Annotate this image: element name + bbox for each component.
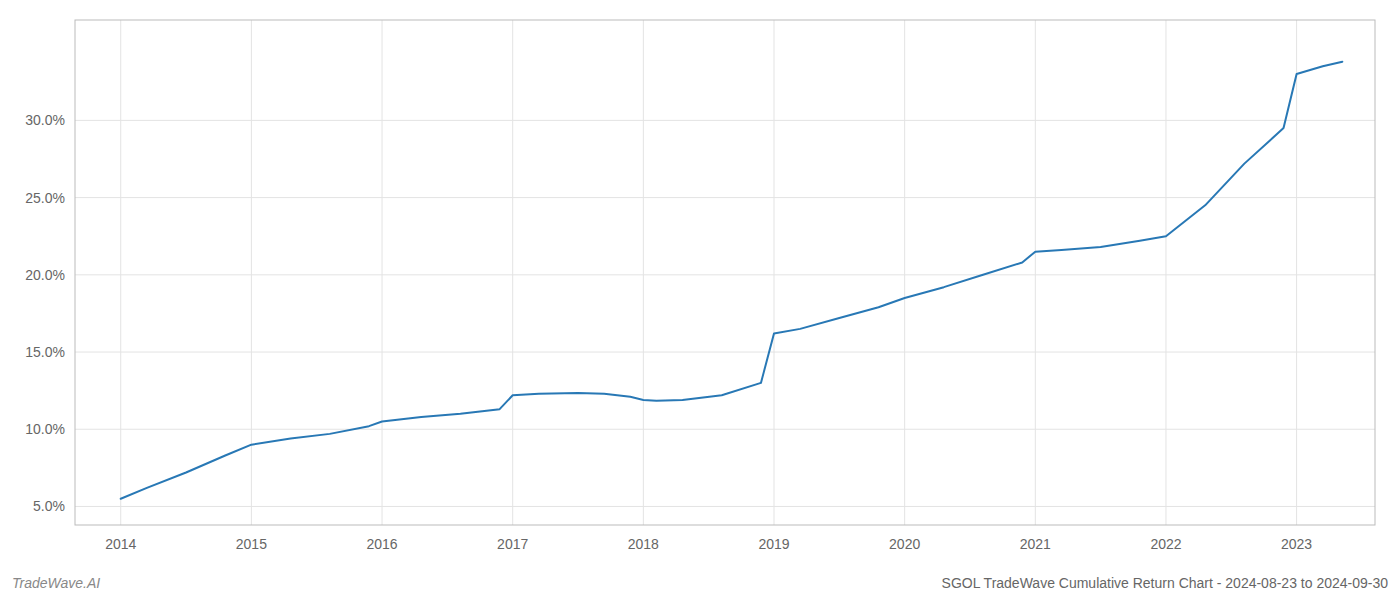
y-grid-line <box>75 274 1375 275</box>
x-grid-line <box>251 20 252 525</box>
y-tick-label: 25.0% <box>25 190 65 206</box>
x-grid-line <box>120 20 121 525</box>
x-grid-line <box>1035 20 1036 525</box>
y-grid-line <box>75 120 1375 121</box>
x-tick-label: 2023 <box>1281 536 1312 552</box>
x-tick-label: 2015 <box>236 536 267 552</box>
x-tick-label: 2017 <box>497 536 528 552</box>
x-tick-label: 2018 <box>628 536 659 552</box>
y-grid-line <box>75 506 1375 507</box>
line <box>121 62 1343 499</box>
y-tick-label: 10.0% <box>25 421 65 437</box>
data <box>121 62 1343 499</box>
y-tick-label: 15.0% <box>25 344 65 360</box>
x-grid-line <box>904 20 905 525</box>
y-tick-label: 30.0% <box>25 112 65 128</box>
grid <box>75 20 1375 525</box>
x-tick-label: 2021 <box>1020 536 1051 552</box>
plot-frame <box>75 20 1375 525</box>
x-tick-label: 2019 <box>758 536 789 552</box>
page: {"chart_data": { "type": "line", "title"… <box>0 0 1400 600</box>
watermark: TradeWave.AI <box>12 575 100 591</box>
x-tick-label: 2020 <box>889 536 920 552</box>
x-grid-line <box>382 20 383 525</box>
x-tick-label: 2016 <box>366 536 397 552</box>
title: SGOL TradeWave Cumulative Return Chart -… <box>942 575 1389 591</box>
x-tick-label: 2014 <box>105 536 136 552</box>
x-grid-line <box>1165 20 1166 525</box>
axes: 2014 2015 2016 2017 2018 2019 2020 2021 2022 2023… <box>25 20 1375 552</box>
x-tick-label: 2022 <box>1150 536 1181 552</box>
x-grid-line <box>512 20 513 525</box>
footer: TradeWave.AI SGOL TradeWave Cumulative Re… <box>12 575 1388 591</box>
y-tick-label: 20.0% <box>25 267 65 283</box>
chart: 2014 2015 2016 2017 2018 2019 2020 2021 2022 2023… <box>0 0 1400 600</box>
y-grid-line <box>75 352 1375 353</box>
y-grid-line <box>75 429 1375 430</box>
y-tick-label: 5.0% <box>33 498 65 514</box>
x-grid-line <box>643 20 644 525</box>
x-grid-line <box>773 20 774 525</box>
x-grid-line <box>1296 20 1297 525</box>
y-grid-line <box>75 197 1375 198</box>
